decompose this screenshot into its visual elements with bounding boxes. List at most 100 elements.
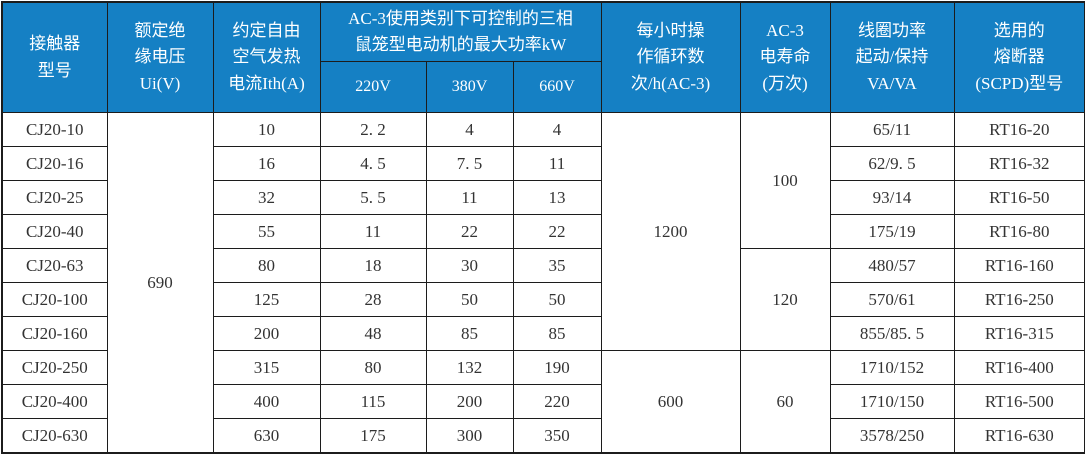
cell-ith: 630 [212,418,321,454]
cell-model: CJ20-250 [1,350,108,385]
col-header-life: AC-3 电寿命 (万次) [739,1,831,113]
cell-cycles-merged: 1200 [600,112,741,351]
cell-power-660v: 220 [512,384,602,419]
cell-fuse-model: RT16-20 [953,112,1085,147]
cell-power-220v: 115 [319,384,427,419]
cell-ith: 125 [212,282,321,317]
cell-model: CJ20-10 [1,112,108,147]
cell-power-380v: 200 [425,384,514,419]
cell-fuse-model: RT16-80 [953,214,1085,249]
cell-coil-power: 62/9. 5 [829,146,955,181]
table-header: 接触器 型号 额定绝 缘电压 Ui(V) 约定自由 空气发热 电流Ith(A) … [1,1,1085,113]
cell-power-660v: 50 [512,282,602,317]
cell-power-660v: 4 [512,112,602,147]
cell-coil-power: 855/85. 5 [829,316,955,351]
cell-life-merged: 120 [739,248,831,351]
cell-power-220v: 175 [319,418,427,454]
cell-power-380v: 85 [425,316,514,351]
cell-power-220v: 80 [319,350,427,385]
cell-model: CJ20-40 [1,214,108,249]
cell-fuse-model: RT16-400 [953,350,1085,385]
cell-fuse-model: RT16-630 [953,418,1085,454]
cell-power-660v: 190 [512,350,602,385]
cell-model: CJ20-100 [1,282,108,317]
cell-power-220v: 4. 5 [319,146,427,181]
cell-model: CJ20-630 [1,418,108,454]
cell-power-380v: 50 [425,282,514,317]
col-header-ui: 额定绝 缘电压 Ui(V) [106,1,214,113]
cell-fuse-model: RT16-50 [953,180,1085,215]
col-header-fuse: 选用的 熔断器 (SCPD)型号 [953,1,1085,113]
cell-coil-power: 93/14 [829,180,955,215]
cell-power-660v: 11 [512,146,602,181]
col-header-coil: 线圈功率 起动/保持 VA/VA [829,1,955,113]
cell-coil-power: 1710/150 [829,384,955,419]
cell-ith: 400 [212,384,321,419]
col-header-380v: 380V [425,61,514,113]
cell-ith: 16 [212,146,321,181]
cell-coil-power: 3578/250 [829,418,955,454]
table-row: CJ20-16 16 4. 5 7. 5 11 62/9. 5 RT16-32 [1,146,1085,181]
cell-power-660v: 35 [512,248,602,283]
col-header-ith: 约定自由 空气发热 电流Ith(A) [212,1,321,113]
col-header-ac3-power-group: AC-3使用类别下可控制的三相 鼠笼型电动机的最大功率kW [319,1,602,62]
cell-fuse-model: RT16-500 [953,384,1085,419]
cell-power-660v: 22 [512,214,602,249]
cell-power-220v: 18 [319,248,427,283]
cell-fuse-model: RT16-32 [953,146,1085,181]
cell-ith: 55 [212,214,321,249]
cell-fuse-model: RT16-315 [953,316,1085,351]
cell-power-380v: 11 [425,180,514,215]
col-header-model: 接触器 型号 [1,1,108,113]
cell-power-380v: 7. 5 [425,146,514,181]
cell-coil-power: 570/61 [829,282,955,317]
cell-power-380v: 30 [425,248,514,283]
table-row: CJ20-400 400 115 200 220 1710/150 RT16-500 [1,384,1085,419]
cell-ith: 315 [212,350,321,385]
cell-model: CJ20-16 [1,146,108,181]
col-header-660v: 660V [512,61,602,113]
table-row: CJ20-250 315 80 132 190 600 60 1710/152 RT16-400 [1,350,1085,454]
cell-cycles-merged: 600 [600,350,741,454]
cell-power-380v: 22 [425,214,514,249]
cell-ith: 10 [212,112,321,147]
table-row: CJ20-40 55 11 22 22 175/19 RT16-80 [1,214,1085,249]
cell-power-220v: 5. 5 [319,180,427,215]
cell-model: CJ20-63 [1,248,108,283]
cell-power-380v: 300 [425,418,514,454]
cell-life-merged: 100 [739,112,831,249]
cell-power-380v: 132 [425,350,514,385]
cell-ith: 200 [212,316,321,351]
cell-ith: 32 [212,180,321,215]
cell-ui-merged: 690 [106,112,214,454]
cell-power-380v: 4 [425,112,514,147]
cell-power-660v: 13 [512,180,602,215]
cell-coil-power: 65/11 [829,112,955,147]
col-header-220v: 220V [319,61,427,113]
table-row: CJ20-10 690 10 2. 2 4 4 1200 100 65/11 RT16-20 [1,112,1085,454]
cell-power-220v: 48 [319,316,427,351]
cell-fuse-model: RT16-250 [953,282,1085,317]
cell-ith: 80 [212,248,321,283]
cell-power-660v: 350 [512,418,602,454]
table-row: CJ20-100 125 28 50 50 570/61 RT16-250 [1,282,1085,317]
table-row: CJ20-63 80 18 30 35 120 480/57 RT16-160 [1,248,1085,351]
cell-power-220v: 11 [319,214,427,249]
cell-coil-power: 1710/152 [829,350,955,385]
cell-model: CJ20-25 [1,180,108,215]
cell-life-merged: 60 [739,350,831,454]
cell-power-220v: 28 [319,282,427,317]
cell-model: CJ20-160 [1,316,108,351]
cell-power-660v: 85 [512,316,602,351]
cell-model: CJ20-400 [1,384,108,419]
cell-power-220v: 2. 2 [319,112,427,147]
cell-coil-power: 175/19 [829,214,955,249]
table-row: CJ20-160 200 48 85 85 855/85. 5 RT16-315 [1,316,1085,351]
table-row: CJ20-25 32 5. 5 11 13 93/14 RT16-50 [1,180,1085,215]
cell-coil-power: 480/57 [829,248,955,283]
cell-fuse-model: RT16-160 [953,248,1085,283]
col-header-cycles: 每小时操 作循环数 次/h(AC-3) [600,1,741,113]
table-body: CJ20-10 690 10 2. 2 4 4 1200 100 65/11 RT16-20 CJ2… [1,112,1085,454]
